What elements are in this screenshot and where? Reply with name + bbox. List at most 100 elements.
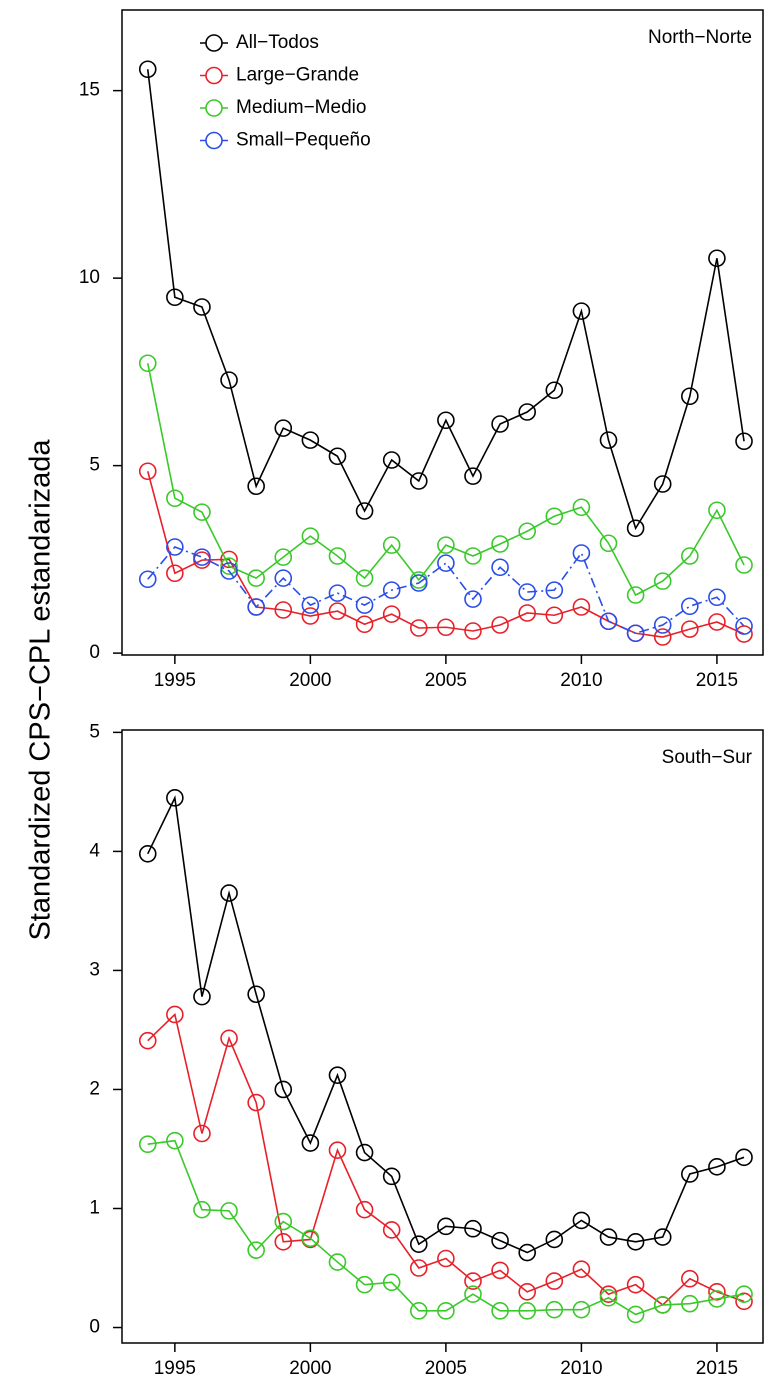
data-point [518, 403, 536, 421]
data-point [545, 1300, 564, 1319]
data-point [572, 1300, 591, 1319]
data-point [220, 371, 238, 389]
legend-label: Large−Grande [236, 65, 359, 86]
x-tick-label: 2010 [560, 670, 602, 691]
data-point [193, 1200, 211, 1219]
series-line [146, 69, 745, 531]
data-point [518, 1243, 536, 1262]
data-point [681, 547, 699, 565]
data-point [653, 475, 672, 493]
data-point [681, 1269, 699, 1288]
data-point [138, 844, 157, 863]
data-point [681, 387, 699, 406]
data-point [599, 534, 618, 553]
legend-marker [205, 66, 223, 85]
data-point [382, 536, 401, 554]
data-point [301, 1229, 320, 1248]
data-point [464, 1285, 482, 1303]
data-point [545, 507, 564, 526]
data-point [166, 789, 184, 807]
data-point [491, 1302, 509, 1320]
data-point [545, 1272, 564, 1290]
data-point [545, 606, 564, 625]
y-tick-label: 10 [79, 267, 100, 288]
data-point [328, 447, 347, 466]
data-point [301, 607, 320, 625]
panel-label: North−Norte [648, 27, 752, 48]
y-tick-label: 2 [89, 1078, 100, 1099]
data-point [355, 615, 374, 634]
x-tick-label: 2000 [289, 670, 331, 691]
data-point [328, 1066, 347, 1084]
plot-frame [121, 9, 764, 656]
y-tick-label: 5 [89, 721, 100, 742]
data-point [382, 1273, 401, 1292]
data-point [653, 1296, 672, 1314]
data-point [599, 1288, 618, 1307]
data-point [193, 503, 211, 521]
data-point [437, 1249, 455, 1268]
data-point [274, 419, 293, 437]
data-point [708, 1283, 726, 1301]
data-point [653, 616, 672, 634]
data-point [708, 613, 726, 631]
data-point [220, 1029, 238, 1048]
data-point [572, 1211, 591, 1230]
legend-marker [205, 99, 223, 117]
data-point [274, 1080, 293, 1099]
data-point [355, 502, 374, 520]
plot-frame [121, 729, 764, 1344]
data-point [626, 1275, 645, 1294]
series-line [146, 363, 745, 597]
data-point [138, 60, 157, 79]
data-point [328, 547, 347, 565]
data-point [138, 354, 157, 373]
data-point [274, 1233, 293, 1251]
data-point [437, 618, 455, 637]
data-point [382, 581, 401, 599]
data-point [193, 987, 211, 1006]
legend-marker [205, 131, 223, 150]
data-point [518, 604, 536, 622]
data-point [491, 558, 509, 577]
data-point [138, 1031, 157, 1050]
data-point [166, 1005, 184, 1024]
panel-label: South−Sur [662, 747, 753, 768]
data-point [220, 884, 238, 902]
y-axis-label: Standardized CPS−CPL estandarizada [25, 439, 57, 941]
data-point [274, 548, 293, 566]
data-point [328, 1141, 347, 1159]
data-point [274, 569, 293, 587]
data-point [735, 1292, 753, 1311]
x-tick-label: 1995 [154, 670, 196, 691]
data-point [355, 1143, 374, 1162]
data-point [491, 1261, 509, 1280]
legend-marker [205, 34, 223, 52]
data-point [653, 1228, 672, 1246]
data-point [166, 288, 184, 307]
data-point [626, 624, 645, 643]
y-tick-label: 1 [89, 1198, 100, 1219]
legend-label: All−Todos [236, 32, 319, 53]
y-tick-label: 4 [89, 840, 100, 861]
x-tick-label: 2015 [696, 1358, 738, 1379]
data-point [247, 598, 265, 616]
data-point [437, 411, 455, 430]
data-point [491, 1231, 509, 1250]
series-line [146, 471, 745, 638]
data-point [138, 462, 157, 481]
data-point [274, 601, 293, 619]
y-tick-label: 5 [89, 455, 100, 476]
x-tick-label: 1995 [154, 1358, 196, 1379]
y-tick-label: 0 [89, 1317, 100, 1338]
data-point [653, 628, 672, 646]
data-point [599, 1228, 618, 1246]
data-point [220, 550, 238, 569]
data-point [220, 557, 238, 575]
data-point [138, 570, 157, 589]
data-point [708, 249, 726, 268]
data-point [274, 1212, 293, 1231]
data-point [301, 431, 320, 449]
